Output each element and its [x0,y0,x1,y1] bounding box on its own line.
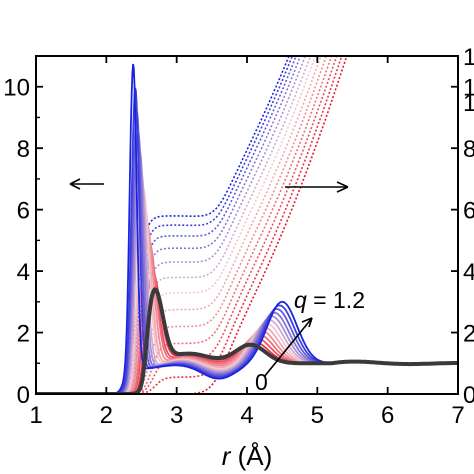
x-tick-label: 6 [381,402,394,429]
right-y-tick-label: 0 [463,382,474,409]
right-arrow-icon [285,181,349,193]
n-curve-q-0.5 [106,56,322,394]
y-tick-label: 4 [17,259,30,286]
q-pointer-arrow-icon [263,317,313,378]
series-layer [36,56,458,394]
x-tick-label: 1 [29,402,42,429]
y-tick-label: 2 [17,321,30,348]
right-y-tick-label: 1 [463,44,474,71]
right-y-tick-label: 1 [463,90,474,117]
right-y-tick-label: 6 [463,198,474,225]
x-tick-label: 2 [100,402,113,429]
label-layer: 12345670246810024681111111 [3,44,474,429]
x-tick-label: 7 [451,402,464,429]
left-arrow-icon [69,178,104,190]
n-curve-q-1 [106,56,297,394]
tick-layer [35,55,459,395]
n-curve-q-0.3 [106,56,333,394]
g-curve-q-0 [36,287,458,394]
y-tick-label: 0 [17,382,30,409]
x-tick-label: 3 [170,402,183,429]
y-tick-label: 10 [3,75,30,102]
y-tick-label: 6 [17,198,30,225]
n-curve-q-0.2 [106,56,338,394]
y-tick-label: 8 [17,136,30,163]
zero-annotation: 0 [255,369,268,395]
right-y-tick-label: 2 [463,321,474,348]
right-y-tick-label: 4 [463,259,474,286]
x-axis-title: r (Å) [222,441,273,471]
n-curve-q-0.6 [106,56,317,394]
n-curve-q-0.7 [106,56,312,394]
right-y-tick-label: 8 [463,136,474,163]
n-curve-q-0.9 [106,56,302,394]
n-curve-q-1.2 [106,56,290,394]
x-tick-label: 5 [311,402,324,429]
right-y-tick-label: 1 [463,75,474,102]
q-annotation: q = 1.2 [294,287,365,313]
g-curve-q-0.1 [36,271,458,394]
g-curve-q-0.5 [36,205,458,394]
x-tick-label: 4 [240,402,253,429]
n-curve-q-1.1 [106,56,294,394]
